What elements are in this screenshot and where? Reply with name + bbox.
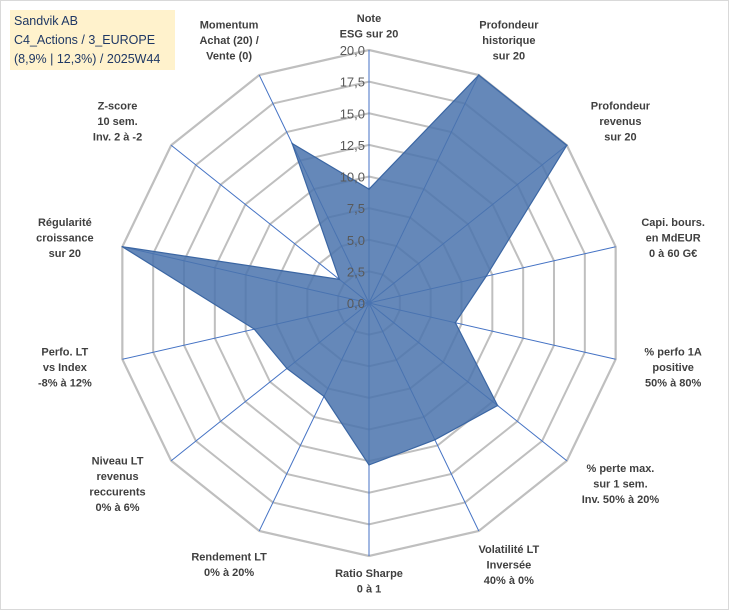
axis-label: % perfo 1A positive 50% à 80% (644, 347, 702, 390)
axis-label: Ratio Sharpe 0 à 1 (335, 568, 403, 596)
axis-labels: Note ESG sur 20 Profondeur historique sur 20… (36, 13, 705, 596)
data-point (121, 245, 124, 248)
axis-label: Niveau LT revenus reccurents 0% à 6% (89, 455, 145, 514)
data-point (496, 404, 499, 407)
data-point (434, 438, 436, 441)
axis-label: Volatilité LT Inversée 40% à 0% (479, 544, 540, 587)
data-point (368, 188, 370, 190)
tick-label: 20,0 (340, 43, 365, 58)
axis-label: Régularité croissance sur 20 (36, 217, 93, 260)
axis-label: Profondeur historique sur 20 (479, 20, 539, 63)
axis-label: Capi. bours. en MdEUR 0 à 60 G€ (641, 217, 705, 260)
axis-label: % perte max. sur 1 sem. Inv. 50% à 20% (582, 463, 660, 506)
data-point (253, 328, 256, 330)
title-summary: (8,9% | 12,3%) / 2025W44 (14, 52, 161, 66)
data-point (485, 275, 487, 278)
axis-label: Momentum Achat (20) / Vente (0) (199, 20, 258, 63)
data-point (286, 367, 288, 370)
data-point (477, 74, 480, 76)
tick-label: 17,5 (340, 75, 365, 90)
data-point (291, 142, 293, 145)
tick-label: 5,0 (347, 233, 365, 248)
axis-label: Z-score 10 sem. Inv. 2 à -2 (93, 100, 142, 143)
data-points (121, 74, 568, 466)
tick-label: 2,5 (347, 264, 365, 279)
data-point (368, 464, 370, 466)
data-series-area (122, 74, 568, 466)
chart-title-box: Sandvik AB C4_Actions / 3_EUROPE (8,9% |… (10, 10, 175, 70)
data-point (454, 321, 457, 324)
tick-label: 15,0 (340, 106, 365, 121)
axis-label: Profondeur revenus sur 20 (591, 100, 651, 143)
tick-label: 12,5 (340, 138, 365, 153)
title-category: C4_Actions / 3_EUROPE (14, 33, 156, 47)
axis-label: Perfo. LT vs Index -8% à 12% (38, 347, 92, 390)
tick-labels: 0,0 2,5 5,0 7,5 10,0 12,5 15,0 17,5 20,0 (340, 43, 365, 311)
axis-label: Rendement LT 0% à 20% (191, 552, 267, 580)
title-company: Sandvik AB (14, 14, 78, 28)
tick-label: 10,0 (340, 170, 365, 185)
data-point (566, 144, 568, 147)
tick-label: 0,0 (347, 296, 365, 311)
data-point (338, 278, 341, 281)
axis-spoke (170, 144, 370, 304)
axis-label: Note ESG sur 20 (340, 13, 399, 41)
data-point (323, 395, 325, 398)
tick-label: 7,5 (347, 201, 365, 216)
